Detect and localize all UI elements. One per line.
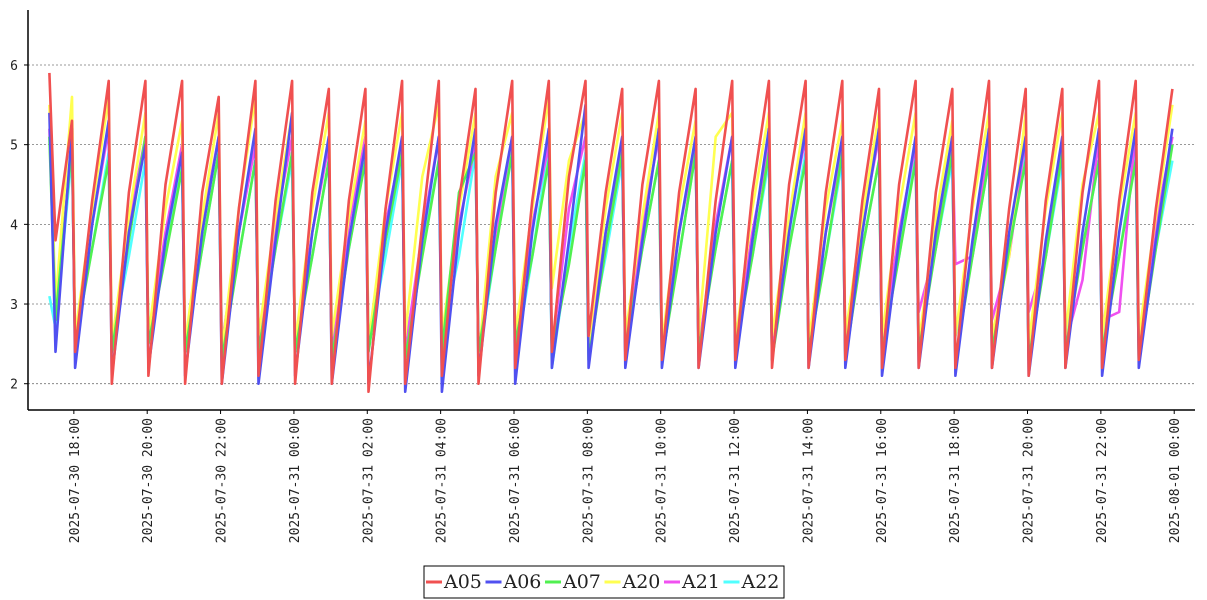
series-line xyxy=(48,72,1174,394)
x-tick-label: 2025-07-30 20:00 xyxy=(141,418,156,543)
x-tick-label: 2025-07-31 12:00 xyxy=(728,418,743,543)
legend-label: A21 xyxy=(681,571,720,593)
y-tick-label: 5 xyxy=(10,139,18,154)
y-tick-label: 3 xyxy=(10,298,18,313)
x-tick-label: 2025-07-31 08:00 xyxy=(581,418,596,543)
x-tick-label: 2025-07-31 10:00 xyxy=(655,418,670,543)
ticks: 2 3 4 5 6 2025-07-30 18:00 2025-07-30 20:00 202… xyxy=(10,59,1183,543)
x-tick-label: 2025-07-31 16:00 xyxy=(875,418,890,543)
legend-label: A22 xyxy=(741,571,780,593)
x-tick-label: 2025-07-31 00:00 xyxy=(288,418,303,543)
x-tick-label: 2025-07-31 20:00 xyxy=(1021,418,1036,543)
x-tick-label: 2025-07-30 18:00 xyxy=(68,418,83,543)
x-tick-label: 2025-07-31 18:00 xyxy=(948,418,963,543)
x-tick-label: 2025-07-31 06:00 xyxy=(508,418,523,543)
y-tick-label: 6 xyxy=(10,59,18,74)
x-tick-label: 2025-07-31 02:00 xyxy=(361,418,376,543)
x-tick-label: 2025-07-31 04:00 xyxy=(435,418,450,543)
x-tick-label: 2025-07-31 14:00 xyxy=(801,418,816,543)
legend-label: A06 xyxy=(503,571,542,593)
legend-label: A07 xyxy=(562,571,601,593)
series-line xyxy=(48,95,1174,362)
legend-label: A05 xyxy=(443,571,482,593)
x-tick-label: 2025-07-30 22:00 xyxy=(215,418,230,543)
legend-label: A20 xyxy=(622,571,661,593)
legend: A05 A06 A07 A20 A21 A22 xyxy=(426,571,779,593)
x-tick-label: 2025-08-01 00:00 xyxy=(1168,418,1183,543)
y-tick-label: 2 xyxy=(10,378,18,393)
x-tick-label: 2025-07-31 22:00 xyxy=(1095,418,1110,543)
y-tick-label: 4 xyxy=(10,218,18,233)
plot-lines xyxy=(48,72,1174,394)
